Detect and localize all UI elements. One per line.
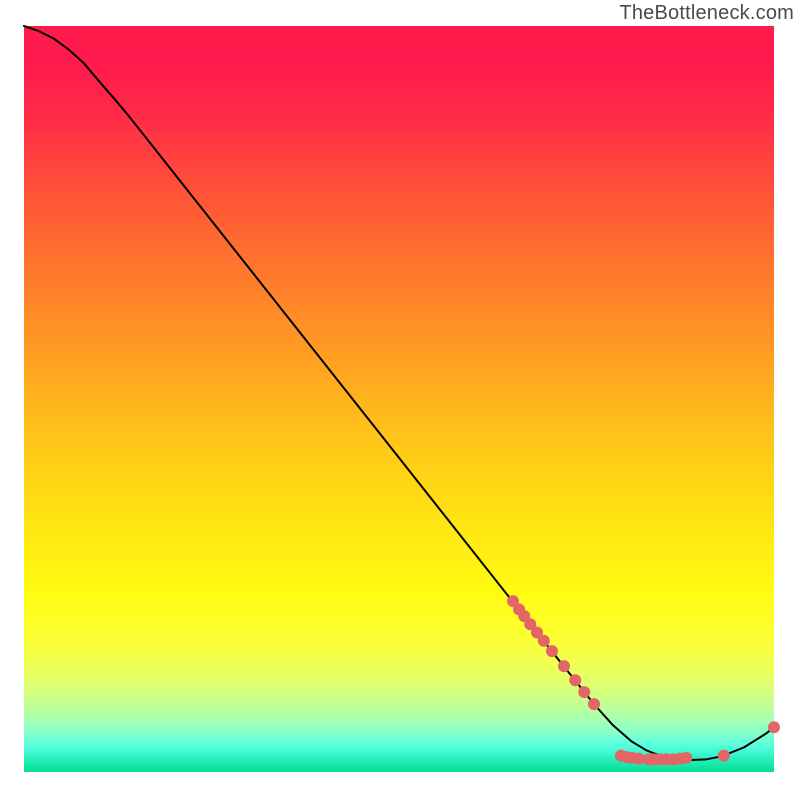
data-point	[538, 635, 550, 647]
data-point	[546, 645, 558, 657]
chart-svg	[0, 0, 800, 800]
data-point	[578, 686, 590, 698]
data-point	[558, 660, 570, 672]
data-point	[588, 698, 600, 710]
chart-background	[24, 26, 774, 772]
data-point	[718, 750, 730, 762]
data-point	[569, 674, 581, 686]
data-point	[680, 752, 692, 764]
bottleneck-chart: TheBottleneck.com	[0, 0, 800, 800]
data-point	[768, 721, 780, 733]
watermark-text: TheBottleneck.com	[619, 2, 794, 25]
